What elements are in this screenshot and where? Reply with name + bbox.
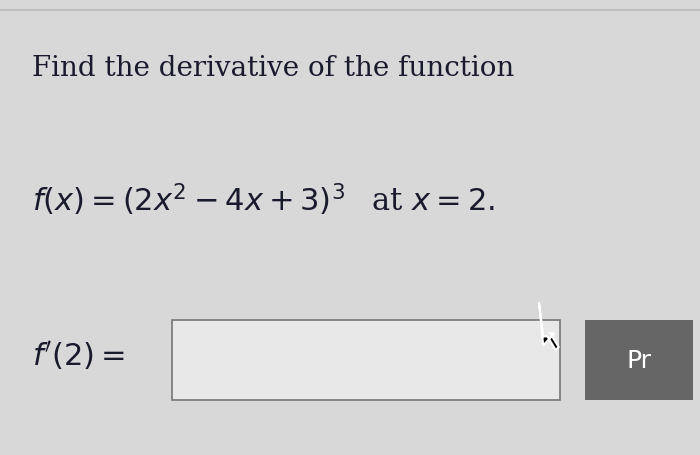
Text: $f(x) = (2x^2 - 4x + 3)^3 \;\;$ at $x = 2.$: $f(x) = (2x^2 - 4x + 3)^3 \;\;$ at $x = … [32,182,495,218]
Text: Find the derivative of the function: Find the derivative of the function [32,55,514,81]
Text: Pr: Pr [626,349,651,373]
Bar [172,321,560,400]
Polygon shape [539,303,559,350]
Text: $f'(2) =$: $f'(2) =$ [32,339,125,371]
Bar [584,321,693,400]
